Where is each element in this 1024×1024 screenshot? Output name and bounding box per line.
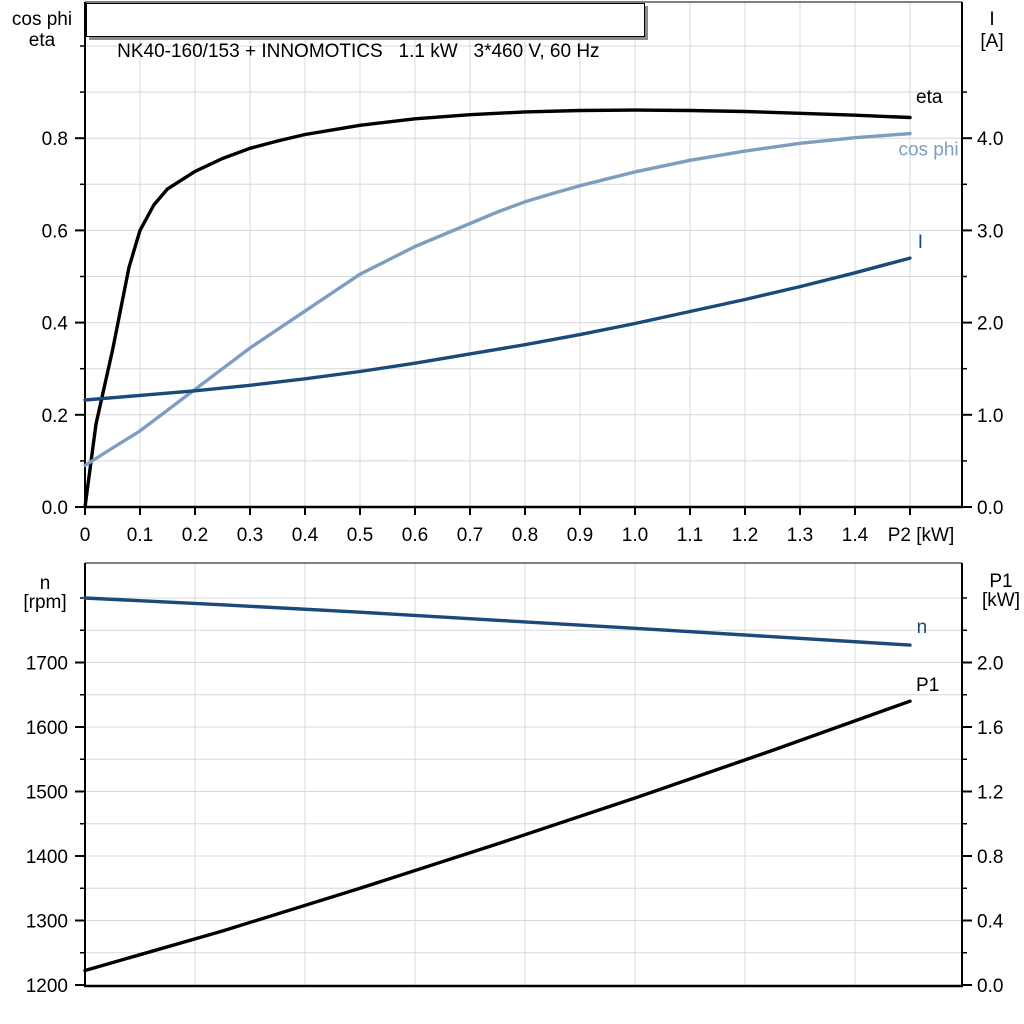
- right-axis-title: [kW]: [982, 590, 1020, 611]
- left-tick-label: 0.4: [42, 314, 69, 335]
- x-tick-label: 0.4: [292, 525, 319, 546]
- right-axis-title: [A]: [980, 31, 1003, 52]
- left-tick-label: 1400: [26, 847, 68, 868]
- chart-title: NK40-160/153 + INNOMOTICS 1.1 kW 3*460 V…: [117, 41, 600, 62]
- x-tick-label: 1.1: [677, 525, 703, 546]
- x-tick-label: 0.8: [512, 525, 538, 546]
- left-tick-label: 1600: [26, 718, 68, 739]
- left-tick-label: 0.2: [42, 406, 68, 427]
- x-tick-label: 0.5: [347, 525, 373, 546]
- n-curve-label: n: [917, 617, 928, 638]
- cos-phi-curve-label: cos phi: [898, 140, 958, 161]
- right-tick-label: 4.0: [977, 129, 1003, 150]
- left-axis-title: n: [40, 573, 51, 594]
- cos-phi-curve: [83, 131, 912, 468]
- right-tick-label: 0.0: [977, 498, 1003, 519]
- left-tick-label: 0.6: [42, 221, 68, 242]
- right-axis-title: I: [989, 9, 994, 30]
- right-axis-title: P1: [989, 571, 1012, 592]
- right-tick-label: 1.6: [977, 718, 1003, 739]
- left-tick-label: 1700: [26, 654, 68, 675]
- x-tick-label: 0.2: [182, 525, 208, 546]
- x-tick-label: 0.1: [127, 525, 153, 546]
- x-tick-label: 0.6: [402, 525, 428, 546]
- right-tick-label: 0.4: [977, 912, 1004, 933]
- left-tick-label: 1500: [26, 783, 68, 804]
- x-tick-label: 1.0: [622, 525, 648, 546]
- left-axis-title: [rpm]: [23, 592, 66, 613]
- x-tick-label: 0.3: [237, 525, 263, 546]
- right-tick-label: 2.0: [977, 314, 1003, 335]
- P1-curve-label: P1: [916, 675, 939, 696]
- x-tick-label: 0.7: [457, 525, 483, 546]
- eta-curve: [83, 108, 912, 509]
- x-axis-title: P2 [kW]: [888, 525, 955, 546]
- I-curve-label: I: [918, 232, 923, 253]
- x-tick-label: 1.4: [842, 525, 869, 546]
- right-tick-label: 3.0: [977, 221, 1003, 242]
- P1-curve: [83, 699, 912, 973]
- chart-title-box: NK40-160/153 + INNOMOTICS 1.1 kW 3*460 V…: [86, 3, 645, 62]
- n-curve: [83, 596, 912, 647]
- left-tick-label: 1200: [26, 976, 68, 997]
- I-curve: [83, 256, 912, 402]
- right-tick-label: 1.2: [977, 783, 1003, 804]
- left-axis-title: cos phi: [12, 9, 72, 30]
- left-tick-label: 0.0: [42, 498, 68, 519]
- right-tick-label: 0.0: [977, 976, 1003, 997]
- x-tick-label: 1.2: [732, 525, 758, 546]
- right-tick-label: 2.0: [977, 654, 1003, 675]
- x-tick-label: 0.9: [567, 525, 593, 546]
- right-tick-label: 1.0: [977, 406, 1003, 427]
- x-tick-label: 1.3: [787, 525, 813, 546]
- left-tick-label: 0.8: [42, 129, 68, 150]
- x-tick-label: 0: [80, 525, 91, 546]
- right-tick-label: 0.8: [977, 847, 1003, 868]
- left-tick-label: 1300: [26, 912, 68, 933]
- eta-curve-label: eta: [916, 87, 943, 108]
- left-axis-title: eta: [29, 30, 56, 51]
